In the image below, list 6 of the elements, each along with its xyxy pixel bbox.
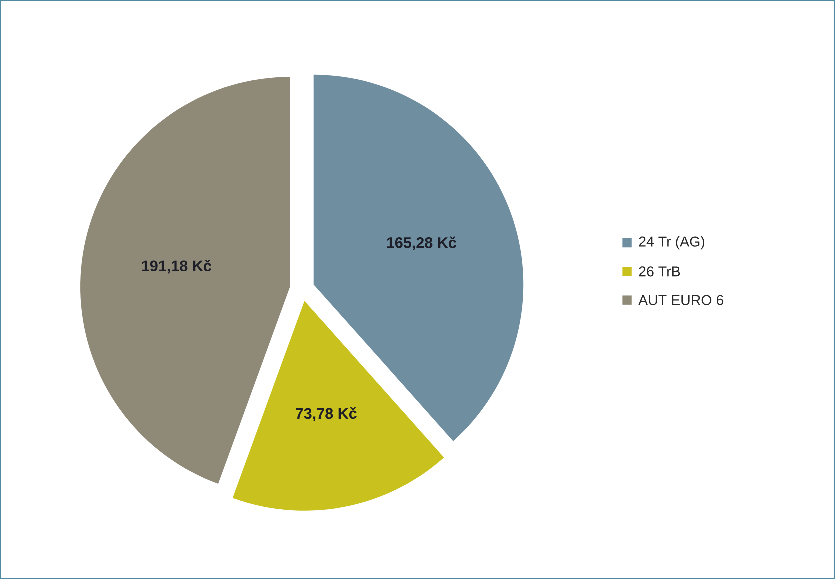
data-label: 73,78 Kč [296, 407, 357, 422]
legend-label: 26 TrB [639, 266, 680, 277]
legend-label: AUT EURO 6 [638, 295, 724, 306]
data-label: 191,18 Kč [142, 260, 212, 274]
legend-label: 24 Tr (AG) [639, 236, 705, 250]
data-label: 165,28 Kč [387, 236, 456, 250]
